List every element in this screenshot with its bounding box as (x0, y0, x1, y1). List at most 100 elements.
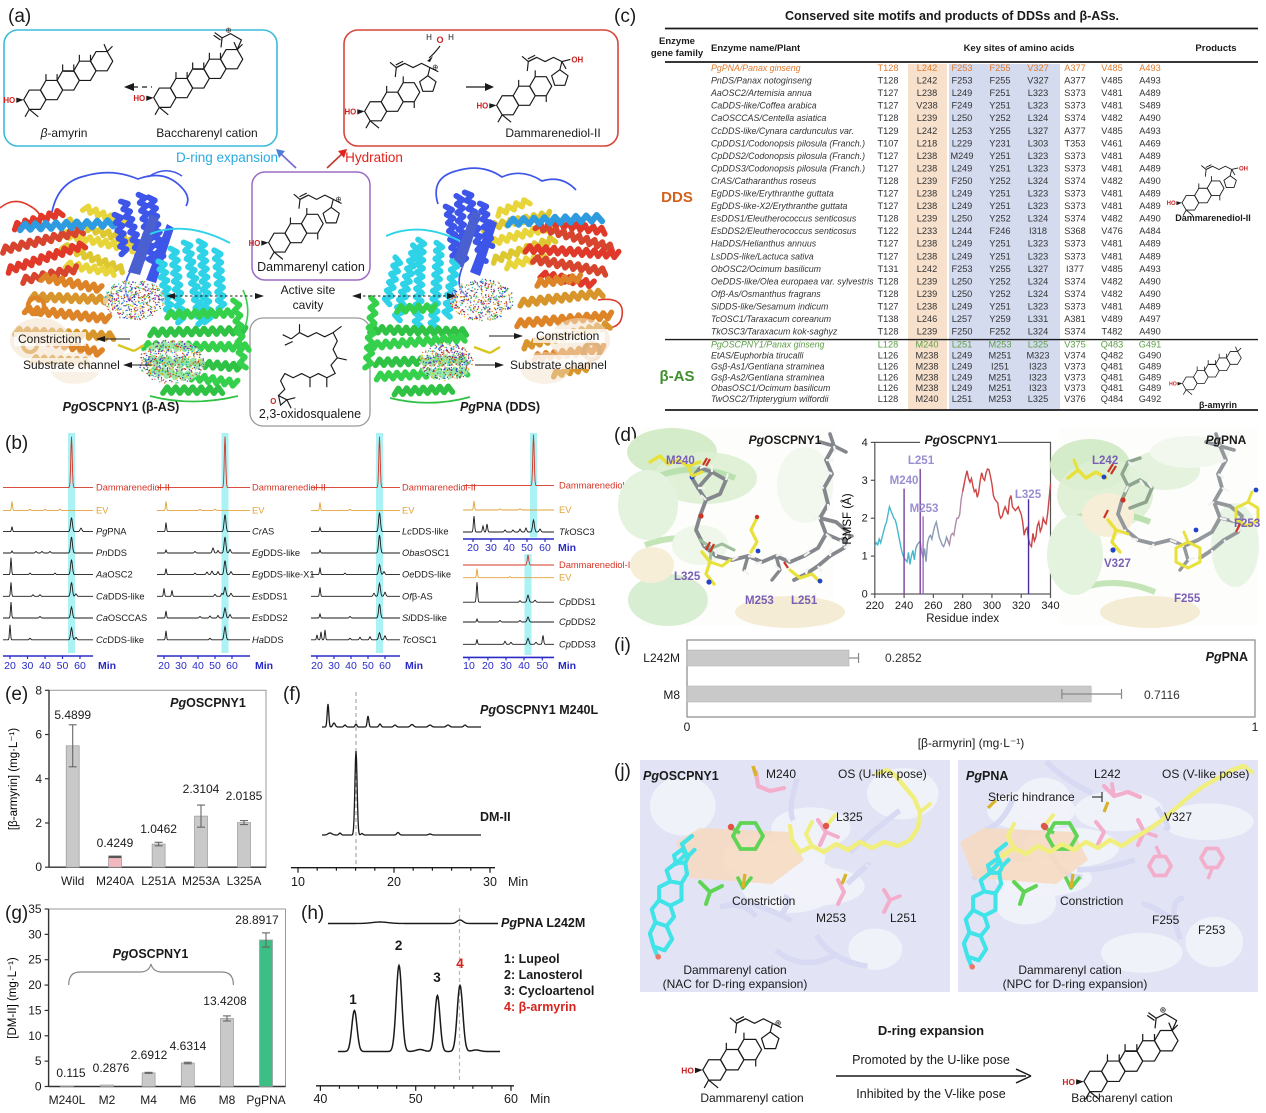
svg-text:10: 10 (463, 660, 475, 672)
svg-text:Q482: Q482 (1101, 350, 1123, 360)
svg-text:V461: V461 (1101, 138, 1122, 148)
svg-text:M240: M240 (766, 767, 796, 781)
svg-text:Y259: Y259 (989, 314, 1010, 324)
svg-text:HO: HO (133, 94, 145, 103)
svg-text:⊕: ⊕ (775, 1019, 782, 1028)
svg-text:CpDDS1/Codonopsis pilosula (Fr: CpDDS1/Codonopsis pilosula (Franch.) (711, 138, 865, 148)
svg-text:L249: L249 (952, 383, 972, 393)
svg-text:LcDDS-like: LcDDS-like (402, 527, 449, 537)
svg-text:TkOSC3/Taraxacum kok-saghyz: TkOSC3/Taraxacum kok-saghyz (711, 327, 838, 337)
svg-text:L249: L249 (952, 239, 972, 249)
svg-text:60: 60 (504, 1092, 518, 1106)
svg-text:Min: Min (405, 660, 423, 672)
svg-text:0.7116: 0.7116 (1144, 688, 1180, 702)
svg-text:G490: G490 (1139, 350, 1161, 360)
svg-text:S374: S374 (1064, 176, 1085, 186)
svg-text:20: 20 (158, 660, 170, 672)
svg-text:4.6314: 4.6314 (170, 1039, 207, 1053)
svg-text:L249: L249 (952, 201, 972, 211)
svg-text:M2: M2 (99, 1093, 116, 1107)
svg-text:T482: T482 (1102, 327, 1123, 337)
svg-text:M251: M251 (989, 350, 1012, 360)
svg-text:EtAS/Euphorbia tirucalli: EtAS/Euphorbia tirucalli (711, 350, 804, 360)
svg-text:Min: Min (530, 1092, 550, 1106)
svg-text:M253: M253 (989, 394, 1012, 404)
svg-text:T127: T127 (878, 151, 899, 161)
svg-text:M8: M8 (219, 1093, 236, 1107)
svg-text:Y251: Y251 (989, 301, 1010, 311)
svg-text:(j): (j) (614, 761, 631, 782)
svg-text:60: 60 (226, 660, 238, 672)
svg-text:L249: L249 (952, 88, 972, 98)
svg-text:L251: L251 (952, 340, 972, 350)
svg-text:gene family: gene family (651, 48, 704, 59)
svg-text:L249: L249 (952, 361, 972, 371)
svg-text:50: 50 (536, 660, 548, 672)
svg-text:L251: L251 (908, 455, 935, 467)
svg-text:L250: L250 (952, 113, 972, 123)
svg-text:M4: M4 (140, 1093, 157, 1107)
svg-text:Inhibited by the V-like pose: Inhibited by the V-like pose (856, 1087, 1005, 1101)
svg-text:HO: HO (681, 1065, 694, 1075)
svg-text:(h): (h) (301, 903, 324, 924)
svg-text:L242M: L242M (643, 651, 680, 665)
svg-text:OeDDS-like: OeDDS-like (402, 570, 451, 580)
svg-text:3: 3 (433, 970, 441, 985)
svg-text:HO: HO (344, 107, 356, 116)
svg-text:L242: L242 (1094, 767, 1121, 781)
svg-text:CaOSCCAS: CaOSCCAS (96, 613, 147, 623)
svg-text:DDS: DDS (661, 189, 693, 206)
svg-text:Y251: Y251 (989, 251, 1010, 261)
svg-text:PgOSCPNY1: PgOSCPNY1 (643, 769, 719, 783)
svg-text:F251: F251 (990, 88, 1011, 98)
svg-text:1: 1 (1252, 720, 1259, 734)
svg-text:V476: V476 (1101, 226, 1122, 236)
svg-text:S373: S373 (1064, 189, 1085, 199)
svg-text:L251A: L251A (141, 874, 176, 888)
svg-text:PgPNA: PgPNA (966, 769, 1008, 783)
svg-text:EsDDS1/Eleutherococcus sentico: EsDDS1/Eleutherococcus senticosus (711, 214, 857, 224)
svg-text:Y251: Y251 (989, 163, 1010, 173)
svg-text:L251: L251 (890, 911, 917, 925)
svg-text:A469: A469 (1139, 138, 1160, 148)
svg-text:L323: L323 (1028, 301, 1048, 311)
svg-text:V238: V238 (916, 101, 937, 111)
svg-text:V327: V327 (1104, 558, 1131, 570)
svg-text:L325: L325 (836, 810, 863, 824)
svg-text:L249: L249 (952, 163, 972, 173)
svg-text:2.3104: 2.3104 (183, 782, 220, 796)
svg-text:Min: Min (255, 660, 273, 672)
svg-text:PgPNA L242M: PgPNA L242M (501, 916, 585, 930)
svg-text:H: H (448, 33, 454, 42)
svg-text:4: 4 (862, 437, 868, 449)
svg-text:3: Cycloartenol: 3: Cycloartenol (504, 984, 594, 998)
svg-text:L249: L249 (952, 301, 972, 311)
svg-text:S373: S373 (1064, 301, 1085, 311)
svg-text:(b): (b) (5, 433, 28, 454)
svg-text:20: 20 (467, 542, 479, 554)
svg-text:L323: L323 (1028, 251, 1048, 261)
svg-text:50: 50 (409, 1092, 423, 1106)
svg-text:SiDDS-like/Sesamum indicum: SiDDS-like/Sesamum indicum (711, 301, 828, 311)
svg-text:EgDDS-like: EgDDS-like (252, 548, 300, 558)
svg-text:F249: F249 (952, 101, 973, 111)
svg-text:EsDDS2: EsDDS2 (252, 613, 288, 623)
svg-text:L128: L128 (878, 340, 898, 350)
svg-text:Y251: Y251 (989, 101, 1010, 111)
svg-text:50: 50 (362, 660, 374, 672)
svg-text:V481: V481 (1101, 88, 1122, 98)
svg-text:T128: T128 (878, 289, 899, 299)
svg-text:F255: F255 (990, 76, 1011, 86)
svg-text:PgOSCPNY1: PgOSCPNY1 (749, 433, 822, 447)
svg-text:V482: V482 (1101, 289, 1122, 299)
svg-text:β-amyrin: β-amyrin (40, 126, 88, 140)
svg-text:Promoted by the U-like pose: Promoted by the U-like pose (852, 1053, 1010, 1067)
svg-text:T127: T127 (878, 163, 899, 173)
svg-text:V481: V481 (1101, 301, 1122, 311)
svg-text:Y252: Y252 (989, 176, 1010, 186)
svg-text:320: 320 (1012, 600, 1030, 612)
svg-text:V481: V481 (1101, 189, 1122, 199)
svg-text:30: 30 (485, 542, 497, 554)
svg-text:V482: V482 (1101, 276, 1122, 286)
svg-text:H: H (426, 33, 432, 42)
